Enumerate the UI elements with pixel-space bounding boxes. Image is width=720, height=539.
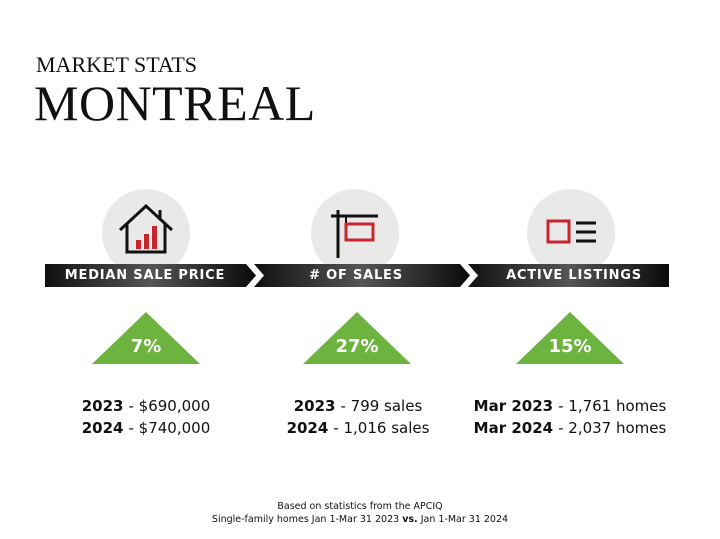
stat-line: 2023- $690,000 [16, 395, 276, 417]
stat-line: Mar 2024- 2,037 homes [440, 417, 700, 439]
year: 2023 [293, 397, 336, 415]
period-start: Single-family homes Jan 1-Mar 31 2023 [211, 514, 400, 525]
stat-change: 7% [130, 336, 162, 357]
banner-segment [45, 264, 256, 287]
sign-icon [331, 210, 378, 258]
bars-icon [136, 226, 157, 249]
year: Mar 2024 [473, 419, 554, 437]
year: Mar 2023 [473, 397, 554, 415]
period-end: Jan 1-Mar 31 2024 [420, 514, 509, 525]
up-triangle [92, 312, 200, 364]
up-triangle [516, 312, 624, 364]
versus: vs. [402, 514, 418, 525]
stat-line: 2023- 799 sales [228, 395, 488, 417]
stat-label: MEDIAN SALE PRICE [64, 268, 226, 283]
banner-segment [254, 264, 470, 287]
detail: - $740,000 [128, 419, 211, 437]
banner-segment [468, 264, 669, 287]
detail: - 1,761 homes [558, 397, 667, 415]
footer-source: Based on statistics from the APCIQ [277, 501, 443, 512]
icon-bg [311, 189, 399, 277]
stat-change: 27% [335, 336, 379, 357]
title: MONTREAL [34, 75, 316, 131]
year: 2023 [81, 397, 124, 415]
stat-line: 2024- $740,000 [16, 417, 276, 439]
stat-line: Mar 2023- 1,761 homes [440, 395, 700, 417]
stat-label: # OF SALES [309, 268, 403, 283]
up-triangle [303, 312, 411, 364]
detail: - 2,037 homes [558, 419, 667, 437]
kicker: MARKET STATS [36, 52, 198, 77]
house-icon [118, 203, 174, 254]
year: 2024 [286, 419, 329, 437]
stat-line: 2024- 1,016 sales [228, 417, 488, 439]
detail: - $690,000 [128, 397, 211, 415]
detail: - 799 sales [340, 397, 423, 415]
detail: - 1,016 sales [333, 419, 430, 437]
year: 2024 [81, 419, 124, 437]
icon-bg [102, 189, 190, 277]
list-icon [546, 219, 596, 244]
footer-period: Single-family homes Jan 1-Mar 31 2023 vs… [0, 513, 720, 526]
stat-change: 15% [548, 336, 592, 357]
icon-bg [527, 189, 615, 277]
stat-label: ACTIVE LISTINGS [506, 268, 642, 283]
